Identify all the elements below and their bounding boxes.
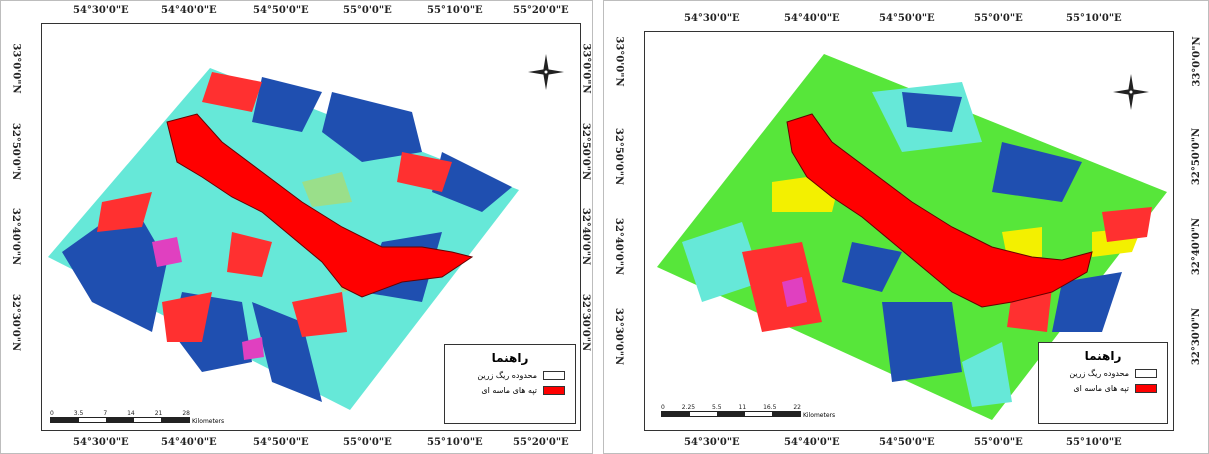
scale-tick: 22 bbox=[793, 404, 801, 411]
scale-tick: 16.5 bbox=[763, 404, 777, 411]
scale-unit: Kilometers bbox=[192, 418, 225, 425]
north-arrow-icon bbox=[1113, 74, 1149, 110]
top-lon-label: 55°0'0"E bbox=[974, 13, 1023, 24]
scale-tick: 0 bbox=[661, 404, 665, 411]
land-cover-raster bbox=[657, 54, 1167, 420]
scale-tick: 28 bbox=[182, 410, 190, 417]
left-lat-label: 32°50'0"N bbox=[613, 127, 625, 186]
top-lon-label: 55°20'0"E bbox=[513, 5, 569, 16]
right-lat-label: 33°0'0"N bbox=[1191, 36, 1203, 87]
scale-tick: 0 bbox=[50, 410, 54, 417]
legend-item: محدوده ریگ زرین bbox=[1049, 369, 1157, 378]
map-legend: راهنما محدوده ریگ زرین تپه های ماسه ای bbox=[444, 344, 576, 424]
left-lat-label: 32°40'0"N bbox=[10, 207, 22, 266]
left-lat-label: 32°40'0"N bbox=[613, 217, 625, 276]
bottom-lon-label: 54°50'0"E bbox=[879, 437, 935, 448]
scale-tick: 5.5 bbox=[712, 404, 722, 411]
bottom-lon-label: 54°40'0"E bbox=[784, 437, 840, 448]
bottom-lon-label: 55°10'0"E bbox=[1066, 437, 1122, 448]
map-legend: راهنما محدوده ریگ زرین تپه های ماسه ای bbox=[1038, 342, 1168, 424]
map-frame: راهنما محدوده ریگ زرین تپه های ماسه ای 0… bbox=[41, 23, 581, 431]
legend-item: تپه های ماسه ای bbox=[455, 386, 565, 395]
land-cover-raster bbox=[48, 68, 519, 410]
left-lat-label: 32°30'0"N bbox=[613, 307, 625, 366]
right-lat-label: 32°30'0"N bbox=[580, 293, 592, 352]
legend-swatch-white bbox=[1135, 369, 1157, 378]
top-lon-label: 54°30'0"E bbox=[684, 13, 740, 24]
top-lon-label: 55°10'0"E bbox=[427, 5, 483, 16]
map-panel-left: 54°30'0"E 54°40'0"E 54°50'0"E 55°0'0"E 5… bbox=[0, 0, 593, 454]
north-arrow-icon bbox=[528, 54, 564, 90]
right-lat-label: 32°50'0"N bbox=[580, 122, 592, 181]
left-lat-label: 32°50'0"N bbox=[10, 122, 22, 181]
legend-item-label: تپه های ماسه ای bbox=[1073, 384, 1129, 393]
legend-item: تپه های ماسه ای bbox=[1049, 384, 1157, 393]
scale-unit: Kilometers bbox=[803, 412, 836, 419]
scale-tick: 7 bbox=[103, 410, 108, 417]
scale-bar: 0 2.25 5.5 11 16.5 22 Kilometers bbox=[661, 404, 835, 419]
scale-tick: 3.5 bbox=[73, 410, 84, 417]
bottom-lon-label: 54°30'0"E bbox=[73, 437, 129, 448]
scale-bar: 0 3.5 7 14 21 28 Kilometers bbox=[50, 410, 224, 425]
map-frame: راهنما محدوده ریگ زرین تپه های ماسه ای 0… bbox=[644, 31, 1174, 431]
legend-title: راهنما bbox=[1084, 349, 1122, 363]
top-lon-label: 54°30'0"E bbox=[73, 5, 129, 16]
legend-item-label: محدوده ریگ زرین bbox=[1069, 369, 1129, 378]
legend-title: راهنما bbox=[491, 351, 529, 365]
scale-tick: 2.25 bbox=[681, 404, 696, 411]
bottom-lon-label: 54°50'0"E bbox=[253, 437, 309, 448]
right-lat-label: 32°40'0"N bbox=[1191, 217, 1203, 276]
left-lat-label: 32°30'0"N bbox=[10, 293, 22, 352]
top-lon-label: 54°40'0"E bbox=[161, 5, 217, 16]
right-lat-label: 32°50'0"N bbox=[1191, 127, 1203, 186]
bottom-lon-label: 55°20'0"E bbox=[513, 437, 569, 448]
top-lon-label: 54°50'0"E bbox=[879, 13, 935, 24]
scale-tick: 11 bbox=[738, 404, 747, 411]
legend-swatch-red bbox=[1135, 384, 1157, 393]
left-lat-label: 33°0'0"N bbox=[613, 36, 625, 87]
map-panel-right: 54°30'0"E 54°40'0"E 54°50'0"E 55°0'0"E 5… bbox=[603, 0, 1209, 454]
legend-item-label: تپه های ماسه ای bbox=[481, 386, 537, 395]
right-lat-label: 32°40'0"N bbox=[580, 207, 592, 266]
legend-swatch-white bbox=[543, 371, 565, 380]
scale-tick: 21 bbox=[154, 410, 163, 417]
left-lat-label: 33°0'0"N bbox=[10, 43, 22, 94]
top-lon-label: 54°40'0"E bbox=[784, 13, 840, 24]
top-lon-label: 54°50'0"E bbox=[253, 5, 309, 16]
right-lat-label: 33°0'0"N bbox=[580, 43, 592, 94]
legend-item: محدوده ریگ زرین bbox=[455, 371, 565, 380]
legend-swatch-red bbox=[543, 386, 565, 395]
bottom-lon-label: 55°0'0"E bbox=[343, 437, 392, 448]
top-lon-label: 55°0'0"E bbox=[343, 5, 392, 16]
top-lon-label: 55°10'0"E bbox=[1066, 13, 1122, 24]
bottom-lon-label: 54°30'0"E bbox=[684, 437, 740, 448]
bottom-lon-label: 54°40'0"E bbox=[161, 437, 217, 448]
bottom-lon-label: 55°10'0"E bbox=[427, 437, 483, 448]
scale-tick: 14 bbox=[127, 410, 135, 417]
right-lat-label: 32°30'0"N bbox=[1191, 307, 1203, 366]
bottom-lon-label: 55°0'0"E bbox=[974, 437, 1023, 448]
legend-item-label: محدوده ریگ زرین bbox=[477, 371, 537, 380]
